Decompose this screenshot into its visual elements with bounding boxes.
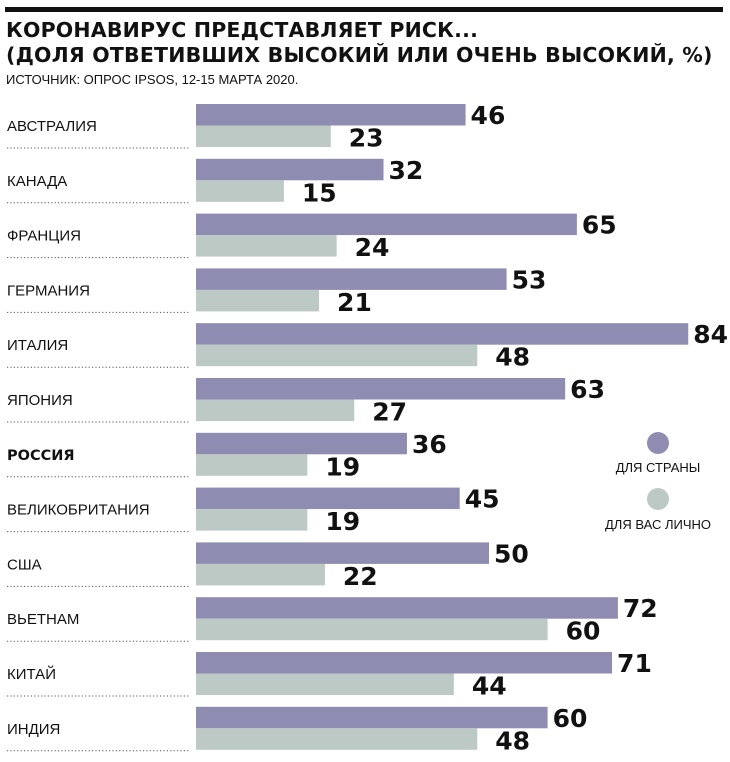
value-label-personal: 22 [343,562,378,591]
chart-source: ИСТОЧНИК: ОПРОС IPSOS, 12-15 МАРТА 2020. [6,72,299,87]
bar-personal-row-10 [196,618,548,641]
value-label-personal: 23 [349,124,384,153]
bar-personal-row-6 [196,399,355,421]
value-label-personal: 44 [472,672,507,701]
category-label: ВЕЛИКОБРИТАНИЯ [7,502,150,519]
category-label: АВСТРАЛИЯ [7,118,97,135]
value-label-country: 60 [553,704,588,733]
legend-label-country: ДЛЯ СТРАНЫ [616,460,701,475]
value-label-personal: 24 [355,233,390,262]
value-label-country: 36 [412,430,447,459]
chart-title-line-1: КОРОНАВИРУС ПРЕДСТАВЛЯЕТ РИСК... [6,18,479,42]
value-label-country: 63 [570,375,605,404]
bar-personal-row-5 [196,344,478,367]
value-label-personal: 27 [372,398,407,427]
bar-personal-row-12 [196,728,478,750]
category-label: РОССИЯ [7,448,75,464]
value-label-personal: 21 [337,288,372,317]
bar-personal-row-4 [196,289,320,312]
value-label-country: 71 [617,649,652,678]
value-label-country: 46 [471,101,506,130]
bar-personal-row-2 [196,180,284,202]
value-label-country: 32 [389,156,424,185]
category-label: ВЬЕТНАМ [7,611,79,628]
bar-country-row-5 [196,323,689,345]
value-label-country: 50 [494,539,529,568]
bar-country-row-8 [196,487,460,510]
value-label-personal: 19 [325,452,360,481]
bar-country-row-11 [196,652,613,674]
bar-country-row-1 [196,104,466,126]
category-label: КИТАЙ [7,665,56,683]
category-label: ИТАЛИЯ [7,337,68,354]
value-label-personal: 48 [495,726,530,755]
value-label-country: 72 [623,594,658,623]
bar-country-row-4 [196,268,507,290]
bar-country-row-7 [196,432,407,455]
bar-personal-row-11 [196,673,454,695]
value-label-personal: 60 [566,617,601,646]
category-label: США [7,556,42,573]
legend-label-personal: ДЛЯ ВАС ЛИЧНО [605,517,711,532]
bar-personal-row-9 [196,563,325,586]
bar-country-row-3 [196,213,577,236]
category-label: ФРАНЦИЯ [7,228,81,245]
top-rule [5,7,723,12]
chart-title: КОРОНАВИРУС ПРЕДСТАВЛЯЕТ РИСК... (ДОЛЯ О… [6,18,724,68]
bar-personal-row-3 [196,235,337,257]
bar-country-row-2 [196,158,384,181]
bar-personal-row-8 [196,509,308,531]
category-label: КАНАДА [7,173,67,190]
legend-marker-personal [647,488,669,510]
category-label: ЯПОНИЯ [7,392,73,409]
category-label: ГЕРМАНИЯ [7,282,90,299]
value-label-country: 84 [693,320,728,349]
value-label-personal: 15 [302,178,337,207]
category-label: ИНДИЯ [7,721,60,738]
bar-country-row-10 [196,597,618,619]
chart-title-line-2: (ДОЛЯ ОТВЕТИВШИХ ВЫСОКИЙ ИЛИ ОЧЕНЬ ВЫСОК… [6,43,713,67]
bar-country-row-12 [196,706,548,729]
bar-country-row-6 [196,378,566,400]
bar-personal-row-7 [196,454,308,476]
value-label-personal: 48 [495,343,530,372]
bar-country-row-9 [196,542,489,564]
bar-personal-row-1 [196,125,331,147]
legend-marker-country [647,432,669,454]
value-label-country: 65 [582,211,617,240]
value-label-personal: 19 [325,507,360,536]
value-label-country: 45 [465,485,500,514]
value-label-country: 53 [512,265,547,294]
